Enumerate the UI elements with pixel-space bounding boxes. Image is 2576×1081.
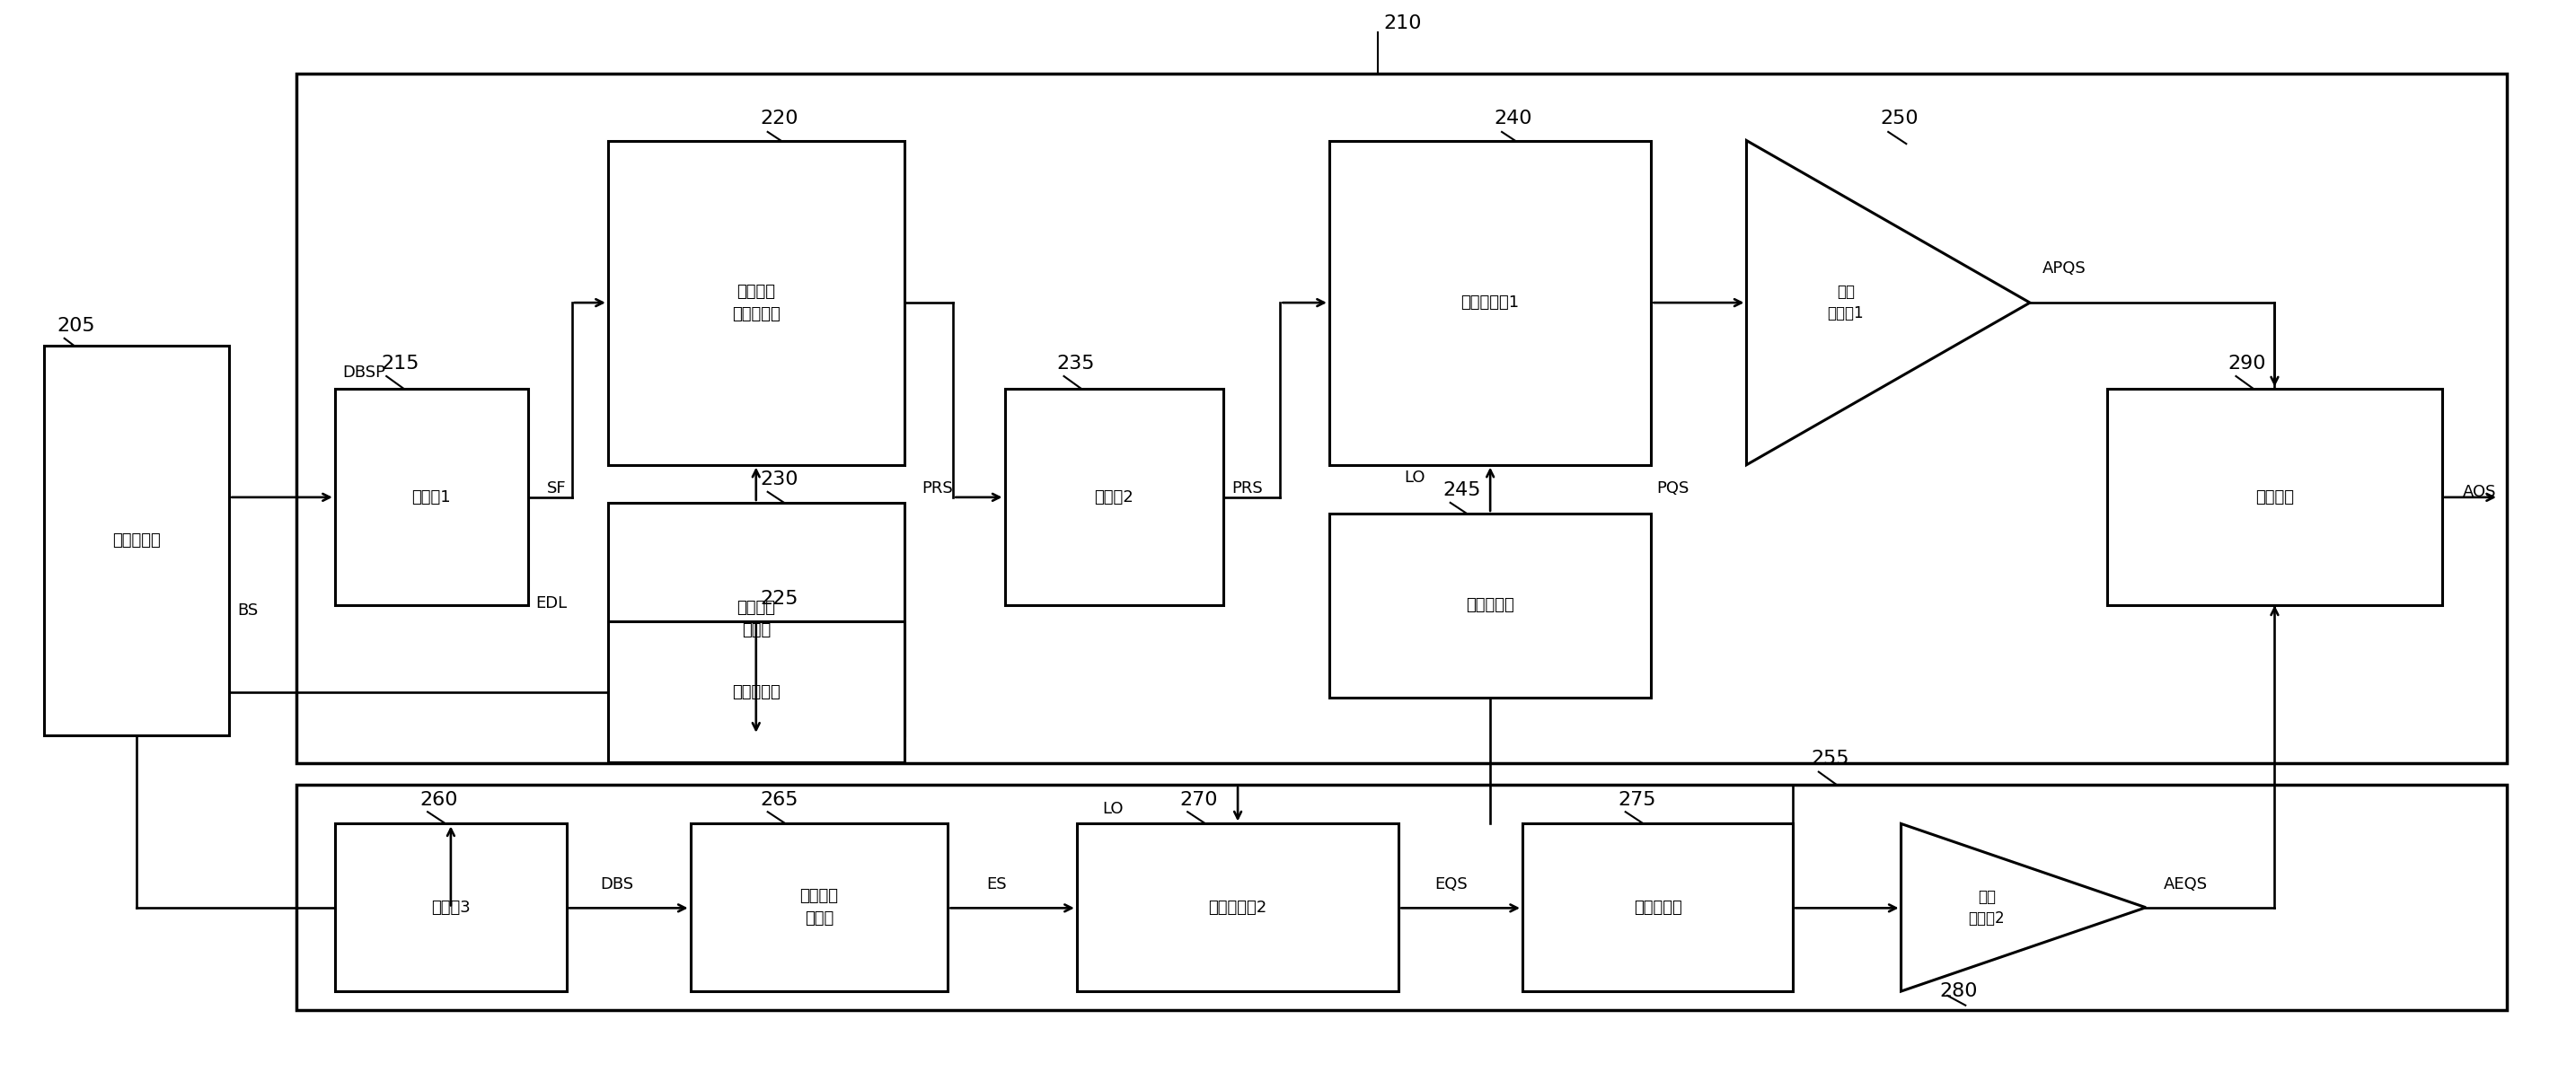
Text: LO: LO — [1103, 801, 1123, 816]
Bar — [608, 503, 904, 735]
Text: 峰值下降
信号产生器: 峰值下降 信号产生器 — [732, 283, 781, 322]
Text: 245: 245 — [1443, 481, 1481, 499]
Text: 205: 205 — [57, 317, 95, 335]
Polygon shape — [1901, 824, 2146, 991]
Text: 225: 225 — [760, 589, 799, 608]
Text: PRS: PRS — [922, 481, 953, 496]
Text: 包络检波器: 包络检波器 — [732, 684, 781, 699]
Text: PQS: PQS — [1656, 481, 1690, 496]
Text: 调制解调器: 调制解调器 — [113, 533, 160, 548]
Bar — [1005, 389, 1224, 605]
Text: 255: 255 — [1811, 749, 1850, 768]
Text: 230: 230 — [760, 470, 799, 489]
Bar — [335, 824, 567, 991]
Text: 正交调制器2: 正交调制器2 — [1208, 899, 1267, 916]
Text: 延迟器1: 延迟器1 — [412, 490, 451, 505]
Text: 270: 270 — [1180, 790, 1218, 809]
Text: SF: SF — [546, 481, 567, 496]
Bar — [296, 785, 2506, 1010]
Text: 240: 240 — [1494, 109, 1533, 128]
Bar — [1077, 824, 1399, 991]
Text: 220: 220 — [760, 109, 799, 128]
Text: PRS: PRS — [1231, 481, 1262, 496]
Text: DBSP: DBSP — [343, 365, 386, 381]
Text: 本地振荡器: 本地振荡器 — [1466, 598, 1515, 613]
Text: 延迟器3: 延迟器3 — [430, 899, 471, 916]
Text: 250: 250 — [1880, 109, 1919, 128]
Text: 280: 280 — [1940, 982, 1978, 1000]
Text: ES: ES — [987, 877, 1007, 892]
Text: 误差补偿器: 误差补偿器 — [1633, 899, 1682, 916]
Text: APQS: APQS — [2043, 261, 2087, 276]
Text: 290: 290 — [2228, 355, 2267, 373]
Text: EQS: EQS — [1435, 877, 1468, 892]
Text: LO: LO — [1404, 470, 1425, 485]
Text: EDL: EDL — [536, 596, 567, 611]
Bar — [1329, 513, 1651, 697]
Text: 215: 215 — [381, 355, 420, 373]
Bar — [1522, 824, 1793, 991]
Text: 265: 265 — [760, 790, 799, 809]
Bar — [44, 346, 229, 735]
Text: BS: BS — [237, 603, 258, 618]
Text: AOS: AOS — [2463, 484, 2496, 499]
Text: AEQS: AEQS — [2164, 877, 2208, 892]
Text: 正交调制器1: 正交调制器1 — [1461, 295, 1520, 310]
Bar — [2107, 389, 2442, 605]
Text: 功率
放大器2: 功率 放大器2 — [1968, 889, 2004, 926]
Text: 275: 275 — [1618, 790, 1656, 809]
Text: DBS: DBS — [600, 877, 634, 892]
Text: 求和部分: 求和部分 — [2257, 490, 2293, 505]
Polygon shape — [1747, 141, 2030, 465]
Text: 260: 260 — [420, 790, 459, 809]
Text: 功率
放大器1: 功率 放大器1 — [1826, 284, 1865, 321]
Bar — [608, 622, 904, 762]
Text: 235: 235 — [1056, 355, 1095, 373]
Bar — [690, 824, 948, 991]
Text: 比例因子
判决器: 比例因子 判决器 — [737, 600, 775, 638]
Text: 延迟器2: 延迟器2 — [1095, 490, 1133, 505]
Bar — [608, 141, 904, 465]
Text: 210: 210 — [1383, 14, 1422, 32]
Bar — [1329, 141, 1651, 465]
Text: 误差信号
产生器: 误差信号 产生器 — [801, 889, 837, 926]
Bar — [296, 74, 2506, 763]
Bar — [335, 389, 528, 605]
